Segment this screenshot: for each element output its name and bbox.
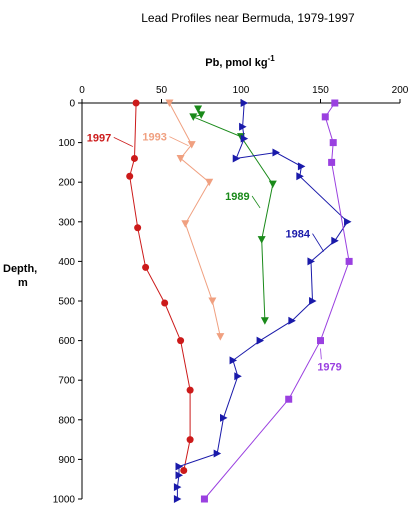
y-tick-label: 100 (58, 138, 75, 149)
annotation-layer: 1997 1993 1989 1984 1979 (87, 132, 342, 374)
series-label-1993: 1993 (142, 132, 166, 144)
data-point-1984 (173, 495, 182, 503)
series-line-1984 (176, 102, 349, 499)
x-axis-ticks: 0 50 100 150 200 (79, 85, 409, 103)
data-point-1984 (240, 134, 249, 143)
y-tick-label: 500 (58, 297, 75, 308)
x-tick-label: 50 (156, 85, 168, 96)
data-point-1997 (126, 172, 134, 180)
data-point-1989 (260, 317, 269, 325)
x-tick-label: 0 (79, 85, 85, 96)
data-point-1984 (220, 413, 228, 422)
data-point-1993 (208, 297, 217, 305)
y-tick-label: 600 (58, 336, 75, 347)
y-tick-label: 800 (58, 415, 75, 426)
x-tick-label: 200 (392, 85, 409, 96)
data-point-1989 (257, 236, 266, 244)
x-axis-label: Pb, pmol kg-1 (205, 54, 275, 69)
data-point-1984 (175, 462, 183, 471)
y-tick-label: 1000 (53, 495, 76, 506)
data-point-1997 (180, 466, 188, 474)
data-point-1979 (317, 337, 324, 345)
annotation-arrow-1984 (312, 233, 325, 252)
data-point-1979 (329, 139, 337, 147)
data-point-1979 (285, 395, 293, 403)
data-point-1984 (173, 483, 182, 492)
x-axis-label-text: Pb, pmol kg (205, 57, 267, 69)
annotation-arrow-1979 (320, 348, 322, 360)
series-1984 (173, 99, 352, 503)
data-point-1984 (256, 336, 265, 345)
data-point-1993 (181, 220, 190, 228)
y-tick-label: 0 (69, 99, 75, 110)
data-point-1979 (331, 99, 339, 107)
y-tick-label: 700 (58, 376, 75, 387)
data-point-1984 (239, 122, 247, 131)
data-point-1984 (307, 257, 315, 266)
data-point-1984 (296, 172, 304, 181)
series-line-1997 (129, 102, 191, 471)
y-tick-label: 300 (58, 217, 75, 228)
annotation-arrow-1989 (251, 195, 261, 209)
data-point-1997 (161, 299, 169, 307)
data-point-1997 (186, 386, 194, 394)
data-point-1984 (232, 154, 241, 163)
series-1997 (126, 99, 194, 474)
data-point-1984 (213, 449, 222, 458)
data-point-1984 (331, 236, 339, 245)
chart-title: Lead Profiles near Bermuda, 1979-1997 (141, 11, 355, 25)
data-point-1997 (177, 337, 185, 345)
y-tick-label: 200 (58, 178, 75, 189)
data-point-1984 (240, 99, 249, 107)
series-label-1989: 1989 (225, 191, 249, 203)
y-axis-ticks: 0 100 200 300 400 500 600 700 800 900 1000 (53, 99, 82, 506)
data-point-1984 (344, 217, 352, 226)
data-point-1989 (197, 111, 206, 119)
data-point-1984 (288, 316, 296, 325)
series-line-1989 (191, 108, 274, 321)
data-point-1984 (272, 148, 280, 157)
data-point-1989 (268, 180, 277, 189)
data-point-1993 (165, 99, 174, 107)
data-point-1984 (234, 372, 242, 381)
series-label-1979: 1979 (317, 361, 341, 373)
y-axis-label-line2: m (18, 277, 28, 289)
series-1979 (200, 99, 353, 503)
y-tick-label: 900 (58, 455, 75, 466)
series-1989 (189, 105, 277, 325)
x-tick-label: 150 (312, 85, 329, 96)
data-point-1979 (321, 113, 329, 121)
y-tick-label: 400 (58, 257, 75, 268)
series-label-1997: 1997 (87, 132, 111, 144)
data-point-1984 (297, 162, 306, 171)
data-point-1984 (175, 471, 183, 480)
x-tick-label: 100 (233, 85, 250, 96)
data-point-1997 (134, 224, 142, 232)
data-point-1984 (309, 297, 317, 305)
data-point-1989 (189, 113, 198, 121)
data-point-1997 (130, 154, 138, 162)
data-point-1989 (194, 105, 203, 113)
data-point-1993 (187, 141, 196, 149)
x-axis-label-superscript: -1 (268, 54, 276, 63)
data-point-1979 (200, 495, 208, 503)
series-layer (126, 99, 353, 503)
data-point-1993 (216, 333, 225, 341)
annotation-arrow-1993 (169, 136, 189, 147)
series-label-1984: 1984 (286, 229, 311, 241)
data-point-1993 (205, 178, 214, 187)
y-axis-label-line1: Depth, (3, 263, 37, 275)
data-point-1979 (328, 158, 336, 166)
data-point-1997 (186, 436, 194, 444)
annotation-arrow-1997 (113, 137, 134, 147)
data-point-1997 (132, 99, 140, 107)
data-point-1979 (345, 257, 353, 265)
series-1993 (165, 99, 225, 341)
data-point-1993 (176, 154, 185, 163)
data-point-1984 (229, 356, 238, 365)
series-line-1979 (204, 102, 350, 500)
data-point-1997 (142, 263, 150, 271)
